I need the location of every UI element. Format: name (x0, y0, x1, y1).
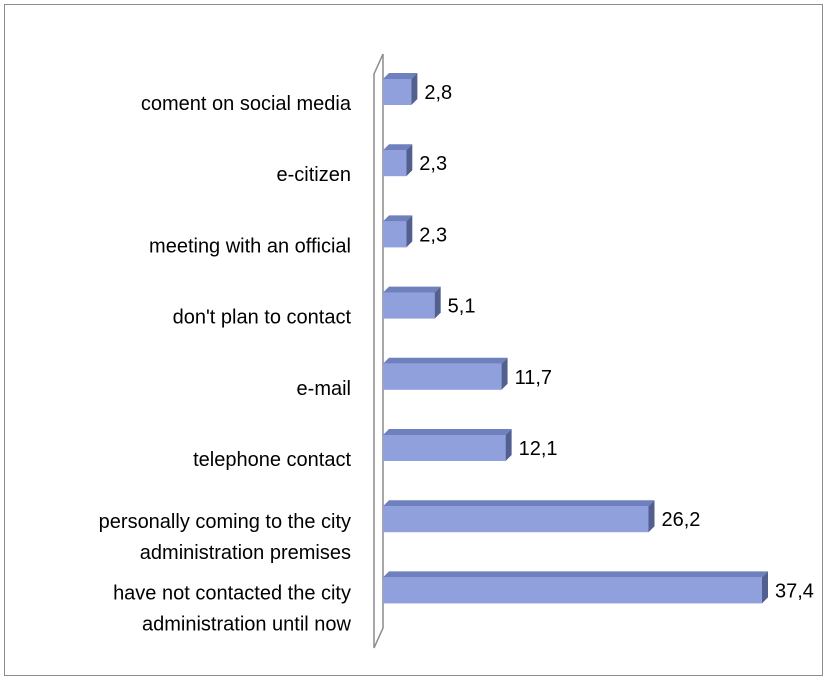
category-label: administration until now (142, 613, 352, 635)
bar-top (383, 571, 768, 578)
bar-side (505, 429, 512, 461)
bar-front (383, 577, 762, 604)
bar-top (383, 500, 655, 507)
category-label: have not contacted the city (113, 582, 351, 604)
category-label: meeting with an official (149, 235, 351, 257)
bar-side (762, 571, 768, 604)
value-label: 2,8 (424, 82, 452, 104)
bar-side (434, 286, 441, 319)
bar-front (383, 363, 502, 390)
category-labels: coment on social media e-citizen meeting w… (99, 93, 352, 635)
bar-side (406, 144, 413, 177)
category-label: don't plan to contact (173, 307, 352, 329)
value-label: 11,7 (515, 367, 552, 389)
chart-area (4, 4, 823, 676)
bar-top (383, 215, 413, 222)
chart-wall-outline (373, 53, 384, 649)
bars (383, 73, 768, 604)
bar-top (383, 73, 418, 79)
category-label: telephone contact (193, 449, 351, 471)
bar-front (383, 221, 407, 248)
value-label: 5,1 (448, 296, 476, 318)
bar-front (383, 150, 407, 177)
bar-side (411, 73, 418, 105)
bar-front (383, 435, 506, 461)
category-label: e-mail (297, 378, 351, 400)
bar-side (501, 357, 508, 390)
bar-side (648, 500, 655, 533)
value-labels: 2,8 2,3 2,3 5,1 11,7 12,1 26,2 37,4 (419, 82, 814, 602)
value-label: 37,4 (775, 580, 814, 602)
value-label: 2,3 (419, 224, 447, 246)
category-label: coment on social media (141, 93, 352, 115)
bar-front (383, 79, 412, 105)
bar-top (383, 357, 508, 364)
value-label: 26,2 (662, 509, 701, 531)
bar-side (406, 215, 413, 248)
bar-front (383, 292, 435, 319)
bar-top (383, 429, 512, 435)
value-label: 2,3 (419, 153, 447, 175)
value-label: 12,1 (519, 438, 558, 460)
category-label: e-citizen (277, 164, 351, 186)
bar-top (383, 286, 441, 293)
category-label: personally coming to the city (99, 511, 351, 533)
category-label: administration premises (140, 542, 351, 564)
chart-wall (373, 53, 384, 649)
bar-top (383, 144, 413, 151)
bar-front (383, 506, 649, 533)
